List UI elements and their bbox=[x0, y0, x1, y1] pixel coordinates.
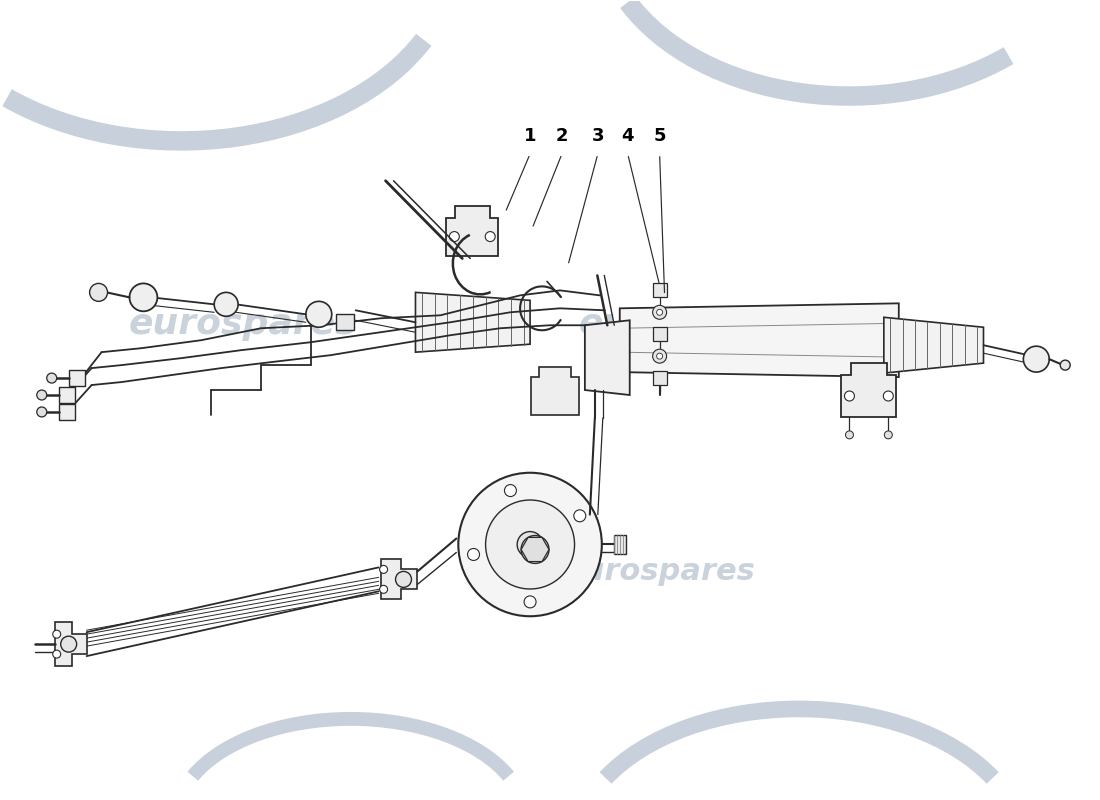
Polygon shape bbox=[883, 318, 983, 373]
Circle shape bbox=[524, 596, 536, 608]
Circle shape bbox=[1023, 346, 1049, 372]
Circle shape bbox=[60, 636, 77, 652]
Bar bbox=[58, 387, 75, 403]
Text: 4: 4 bbox=[621, 127, 634, 145]
Circle shape bbox=[459, 473, 602, 616]
Circle shape bbox=[652, 349, 667, 363]
Circle shape bbox=[379, 566, 387, 574]
Circle shape bbox=[845, 391, 855, 401]
Circle shape bbox=[130, 283, 157, 311]
Polygon shape bbox=[447, 206, 498, 255]
Circle shape bbox=[652, 306, 667, 319]
Bar bbox=[652, 327, 667, 342]
Circle shape bbox=[657, 310, 662, 315]
Circle shape bbox=[89, 283, 108, 302]
Polygon shape bbox=[55, 622, 87, 666]
Polygon shape bbox=[521, 538, 549, 562]
Bar bbox=[614, 534, 626, 554]
Circle shape bbox=[306, 302, 332, 327]
Text: 3: 3 bbox=[592, 127, 604, 145]
Circle shape bbox=[485, 500, 574, 589]
Circle shape bbox=[53, 650, 60, 658]
Text: 1: 1 bbox=[524, 127, 537, 145]
Text: 5: 5 bbox=[653, 127, 666, 145]
Polygon shape bbox=[531, 367, 579, 415]
Circle shape bbox=[47, 373, 57, 383]
Bar bbox=[68, 370, 85, 386]
Polygon shape bbox=[585, 320, 629, 395]
Bar bbox=[336, 314, 354, 330]
Circle shape bbox=[846, 431, 854, 439]
Bar bbox=[652, 371, 667, 385]
Circle shape bbox=[883, 391, 893, 401]
Circle shape bbox=[450, 231, 460, 242]
Circle shape bbox=[884, 431, 892, 439]
Circle shape bbox=[657, 353, 662, 359]
Polygon shape bbox=[619, 303, 899, 377]
Text: eurospares: eurospares bbox=[579, 307, 806, 342]
Circle shape bbox=[505, 485, 516, 497]
Polygon shape bbox=[381, 559, 418, 599]
Circle shape bbox=[521, 535, 549, 563]
Bar bbox=[58, 404, 75, 420]
Polygon shape bbox=[842, 363, 896, 417]
Circle shape bbox=[485, 231, 495, 242]
Polygon shape bbox=[416, 292, 530, 352]
Circle shape bbox=[396, 571, 411, 587]
Circle shape bbox=[468, 549, 480, 561]
Circle shape bbox=[36, 390, 47, 400]
Circle shape bbox=[379, 586, 387, 594]
Circle shape bbox=[36, 407, 47, 417]
Circle shape bbox=[1060, 360, 1070, 370]
Text: 2: 2 bbox=[556, 127, 569, 145]
Circle shape bbox=[574, 510, 586, 522]
Circle shape bbox=[517, 531, 543, 558]
Text: eurospares: eurospares bbox=[129, 307, 358, 342]
Circle shape bbox=[53, 630, 60, 638]
Circle shape bbox=[214, 292, 238, 316]
Bar bbox=[652, 283, 667, 298]
Text: eurospares: eurospares bbox=[563, 557, 756, 586]
